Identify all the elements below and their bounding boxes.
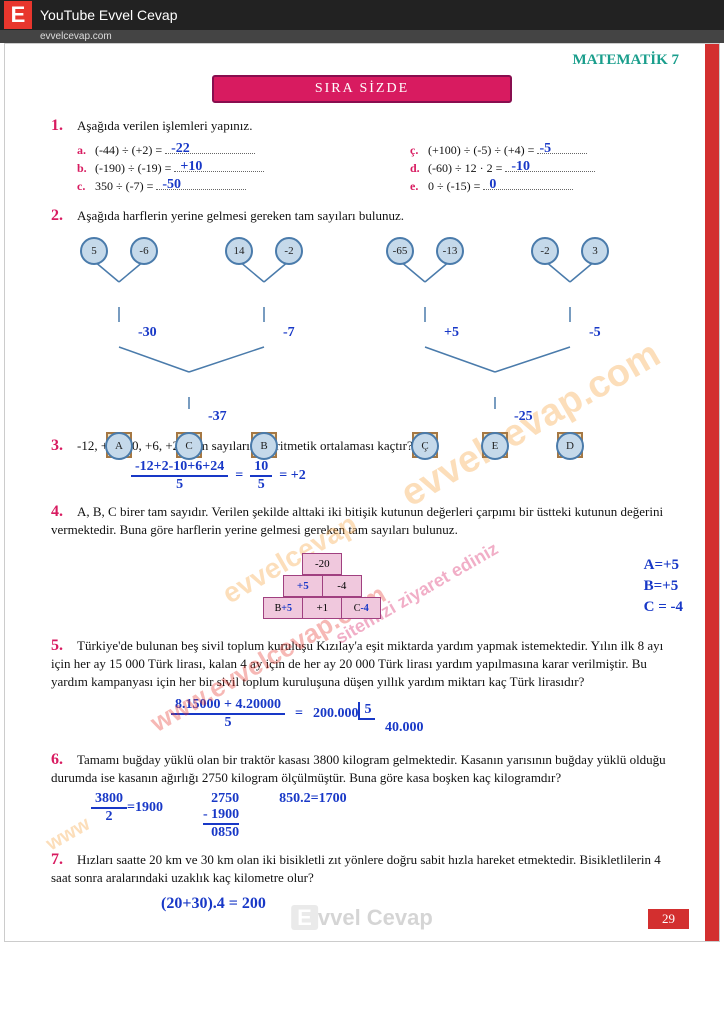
q5-frac: 8.15000 + 4.200005 — [171, 697, 285, 731]
ans: -25 — [514, 409, 533, 425]
q3-frac2: 105 — [250, 459, 272, 493]
page-number: 29 — [648, 909, 689, 929]
node: E — [481, 432, 509, 460]
tree-right: -65 -13 ÷ Ç +5 -2 3 - D -5 x E -25 — [370, 237, 670, 427]
question-1: 1. Aşağıda verilen işlemleri yapınız. a.… — [51, 117, 683, 197]
q6-calc2: 2750- 19000850 — [203, 791, 239, 841]
pyr-top: -20 — [302, 553, 342, 575]
pyr-m1: +5 — [283, 575, 323, 597]
node: 3 — [581, 237, 609, 265]
q1a-expr: (-44) ÷ (+2) = — [95, 143, 162, 158]
q4-answers: A=+5B=+5C = -4 — [644, 555, 683, 618]
q1c-expr: 350 ÷ (-7) = — [95, 179, 153, 194]
pyr-b2: +1 — [302, 597, 342, 619]
ans: -7 — [283, 325, 295, 341]
node: -2 — [275, 237, 303, 265]
pyr-b3: C-4 — [341, 597, 381, 619]
node: C — [175, 432, 203, 460]
ans: -37 — [208, 409, 227, 425]
q1cc-expr: (+100) ÷ (-5) ÷ (+4) = — [428, 143, 534, 158]
url-bar: evvelcevap.com — [0, 30, 724, 43]
q1c-lbl: c. — [77, 179, 95, 194]
question-6: 6. Tamamı buğday yüklü olan bir traktör … — [51, 751, 683, 841]
q1cc-lbl: ç. — [410, 143, 428, 158]
q1d-expr: (-60) ÷ 12 · 2 = — [428, 161, 502, 176]
q1d-lbl: d. — [410, 161, 428, 176]
node: -2 — [531, 237, 559, 265]
node: -13 — [436, 237, 464, 265]
section-title: SIRA SİZDE — [212, 75, 512, 103]
top-bar: E YouTube Evvel Cevap — [0, 0, 724, 30]
q7-num: 7. — [51, 851, 73, 869]
q1-num: 1. — [51, 117, 73, 135]
logo-icon: E — [4, 1, 32, 29]
ans: -5 — [589, 325, 601, 341]
q6-calc3: 850.2=1700 — [279, 791, 346, 807]
q1a-lbl: a. — [77, 143, 95, 158]
q1e-ans: 0 — [489, 177, 496, 193]
node: 14 — [225, 237, 253, 265]
pyramid: -20 +5-4 B+5+1C-4 — [252, 553, 392, 619]
pyr-m2: -4 — [322, 575, 362, 597]
q4-num: 4. — [51, 503, 73, 521]
youtube-link[interactable]: YouTube Evvel Cevap — [40, 7, 178, 23]
q1b-lbl: b. — [77, 161, 95, 176]
node: -6 — [130, 237, 158, 265]
q5-num: 5. — [51, 637, 73, 655]
q1e-expr: 0 ÷ (-15) = — [428, 179, 480, 194]
q6-calc1: 38002=1900 — [91, 791, 163, 825]
q5-eq: = — [295, 706, 303, 722]
question-5: 5. Türkiye'de bulunan beş sivil toplum k… — [51, 637, 683, 731]
page: MATEMATİK 7 SIRA SİZDE evvelcevap.com ww… — [4, 43, 720, 942]
q1c-ans: -50 — [162, 177, 181, 193]
question-7: 7. Hızları saatte 20 km ve 30 km olan ik… — [51, 851, 683, 913]
q1d-ans: -10 — [511, 159, 530, 175]
q1b-expr: (-190) ÷ (-19) = — [95, 161, 171, 176]
node: B — [250, 432, 278, 460]
q5-longdiv: 200.0005 40.000 — [313, 706, 359, 722]
q6-text: Tamamı buğday yüklü olan bir traktör kas… — [51, 752, 666, 785]
ans: +5 — [444, 325, 459, 341]
q7-text: Hızları saatte 20 km ve 30 km olan iki b… — [51, 852, 661, 885]
q1-text: Aşağıda verilen işlemleri yapınız. — [77, 118, 252, 133]
q1b-ans: +10 — [180, 159, 202, 175]
tree-left: 5 -6 x A -30 14 -2 ÷ B -7 + C -37 — [64, 237, 364, 427]
node: -65 — [386, 237, 414, 265]
q1e-lbl: e. — [410, 179, 428, 194]
pyr-b1: B+5 — [263, 597, 303, 619]
node: Ç — [411, 432, 439, 460]
q1cc-ans: -5 — [539, 141, 551, 157]
question-4: 4. A, B, C birer tam sayıdır. Verilen şe… — [51, 503, 683, 627]
question-3: 3. -12, +2, -10, +6, +24 tam sayılarının… — [51, 437, 683, 493]
q1a-ans: -22 — [171, 141, 190, 157]
node: A — [105, 432, 133, 460]
question-2: 2. Aşağıda harflerin yerine gelmesi gere… — [51, 207, 683, 427]
node: 5 — [80, 237, 108, 265]
q4-text: A, B, C birer tam sayıdır. Verilen şekil… — [51, 504, 663, 537]
q2-num: 2. — [51, 207, 73, 225]
q6-num: 6. — [51, 751, 73, 769]
subject-header: MATEMATİK 7 — [5, 52, 719, 69]
q3-num: 3. — [51, 437, 73, 455]
ans: -30 — [138, 325, 157, 341]
q2-text: Aşağıda harflerin yerine gelmesi gereken… — [77, 208, 404, 223]
q3-result: = +2 — [279, 468, 305, 483]
footer-logo: Evvel Cevap — [291, 905, 433, 931]
q3-frac1: -12+2-10+6+245 — [131, 459, 228, 493]
q5-text: Türkiye'de bulunan beş sivil toplum kuru… — [51, 638, 663, 689]
node: D — [556, 432, 584, 460]
